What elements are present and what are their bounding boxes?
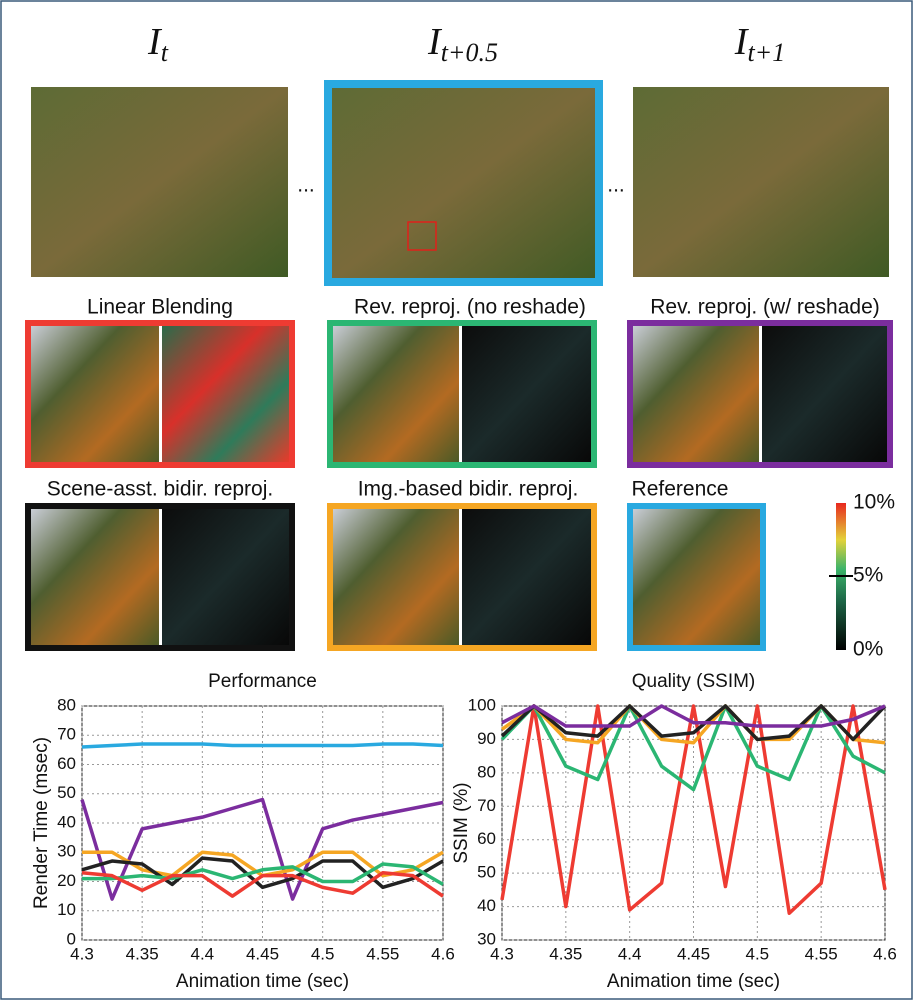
y-tick-label: 80 [57, 695, 76, 714]
error-map [762, 326, 887, 462]
crop-image [31, 326, 159, 462]
y-tick-label: 100 [468, 695, 496, 714]
panel [630, 323, 890, 465]
y-tick-label: 60 [477, 829, 496, 848]
y-axis-label: Render Time (msec) [31, 737, 52, 909]
x-tick-label: 4.35 [549, 944, 582, 963]
x-tick-label: 4.5 [746, 944, 770, 963]
crop-image [333, 509, 459, 645]
x-tick-label: 4.4 [618, 944, 642, 963]
crop-image [633, 509, 760, 645]
y-tick-label: 90 [477, 729, 496, 748]
subscript: t+0.5 [441, 38, 498, 67]
error-map [462, 509, 591, 645]
panel [330, 506, 594, 648]
colorbar-label: 5% [853, 564, 883, 587]
crop-image [31, 509, 159, 645]
y-tick-label: 50 [57, 783, 76, 802]
panel [28, 323, 292, 465]
x-tick-label: 4.55 [366, 944, 399, 963]
x-tick-label: 4.6 [873, 944, 897, 963]
frame-label: It+0.5 [427, 21, 498, 67]
chart-title: Quality (SSIM) [632, 671, 756, 692]
ellipsis: ... [297, 174, 315, 197]
y-tick-label: 20 [57, 871, 76, 890]
frame-label: It+1 [734, 21, 785, 67]
panel-label: Rev. reproj. (w/ reshade) [650, 296, 880, 319]
y-axis-label: SSIM (%) [451, 782, 472, 863]
x-tick-label: 4.5 [311, 944, 335, 963]
y-tick-label: 70 [57, 725, 76, 744]
colorbar-label: 0% [853, 638, 883, 661]
x-axis-label: Animation time (sec) [607, 971, 780, 992]
y-tick-label: 30 [57, 842, 76, 861]
x-tick-label: 4.45 [677, 944, 710, 963]
y-tick-label: 40 [477, 896, 496, 915]
panel-label: Scene-asst. bidir. reproj. [47, 478, 273, 501]
error-map [462, 326, 591, 462]
frame-image [328, 84, 599, 282]
subscript: t+1 [747, 38, 785, 67]
y-tick-label: 70 [477, 796, 496, 815]
x-tick-label: 4.6 [431, 944, 455, 963]
panel [630, 506, 763, 648]
x-tick-label: 4.55 [805, 944, 838, 963]
x-tick-label: 4.3 [490, 944, 514, 963]
x-tick-label: 4.35 [126, 944, 159, 963]
x-axis-label: Animation time (sec) [176, 971, 349, 992]
panel-label: Img.-based bidir. reproj. [358, 478, 579, 501]
y-tick-label: 10 [57, 900, 76, 919]
y-tick-label: 80 [477, 762, 496, 781]
panel [28, 506, 292, 648]
x-tick-label: 4.45 [246, 944, 279, 963]
y-tick-label: 60 [57, 754, 76, 773]
chart-title: Performance [208, 671, 317, 692]
panel-label: Linear Blending [87, 296, 233, 319]
panel-label: Reference [632, 478, 729, 501]
frame-image [633, 87, 889, 277]
x-tick-label: 4.4 [191, 944, 215, 963]
panel-label: Rev. reproj. (no reshade) [354, 296, 586, 319]
ellipsis: ... [607, 174, 625, 197]
error-map [162, 509, 289, 645]
figure: It It+0.5 It+1 ... ... Linear Blending R… [0, 0, 913, 1000]
x-tick-label: 4.3 [70, 944, 94, 963]
subscript: t [161, 38, 169, 67]
colorbar-label: 10% [853, 491, 895, 514]
frame-label: It [147, 21, 169, 67]
y-tick-label: 50 [477, 863, 496, 882]
panel [330, 323, 594, 465]
frame-image [31, 87, 288, 277]
y-tick-label: 40 [57, 812, 76, 831]
crop-image [633, 326, 759, 462]
crop-image [333, 326, 459, 462]
error-map [162, 326, 289, 462]
